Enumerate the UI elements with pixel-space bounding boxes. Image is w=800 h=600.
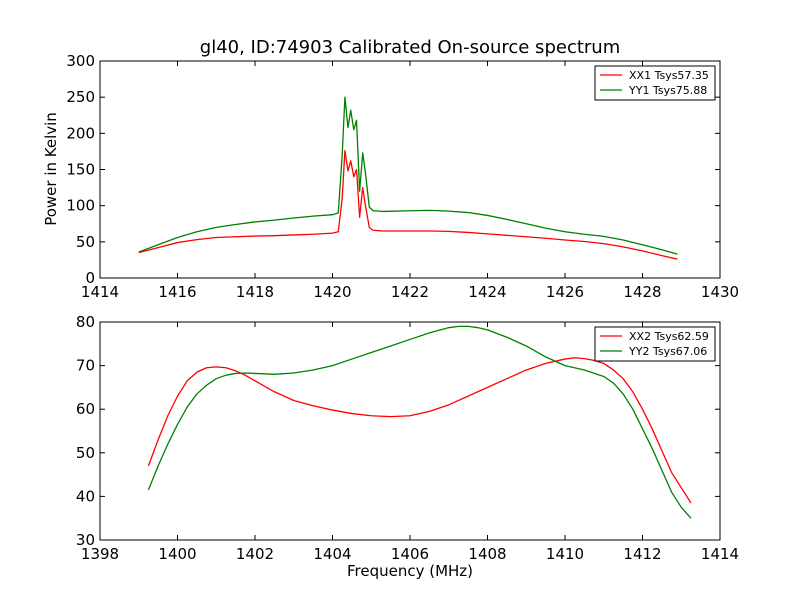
bottom-x-tick-label: 1406 — [391, 545, 429, 563]
bottom-x-tick-label: 1400 — [158, 545, 196, 563]
bottom-x-tick-label: 1414 — [701, 545, 739, 563]
bottom-legend-label-1: XX2 Tsys62.59 — [629, 330, 709, 343]
bottom-series-line-2 — [147, 325, 692, 519]
bottom-x-tick-label: 1408 — [468, 545, 506, 563]
bottom-x-tick-label: 1410 — [546, 545, 584, 563]
top-y-tick-label: 150 — [66, 161, 95, 179]
top-y-axis-label: Power in Kelvin — [42, 112, 60, 226]
top-series-line-2 — [138, 96, 678, 255]
bottom-x-tick-label: 1404 — [313, 545, 351, 563]
bottom-y-tick-label: 70 — [76, 357, 95, 375]
top-x-tick-label: 1430 — [701, 283, 739, 301]
top-y-tick-label: 100 — [66, 197, 95, 215]
bottom-y-tick-label: 30 — [76, 531, 95, 549]
bottom-x-tick-label: 1402 — [236, 545, 274, 563]
bottom-legend-box — [594, 326, 716, 362]
bottom-y-tick-label: 40 — [76, 487, 95, 505]
top-y-tick-label: 200 — [66, 124, 95, 142]
top-x-tick-label: 1416 — [158, 283, 196, 301]
bottom-y-tick-label: 50 — [76, 444, 95, 462]
bottom-x-tick-label: 1398 — [81, 545, 119, 563]
top-chart: 1414 1416 1418 1420 1422 1424 1426 1428 1430 0 50 1… — [42, 52, 739, 301]
bottom-series-line-1 — [147, 357, 692, 504]
top-plot-area: 1414 1416 1418 1420 1422 1424 1426 1428 1430 0 50 1… — [66, 52, 739, 301]
bottom-y-tick-label: 60 — [76, 400, 95, 418]
chart-title: gl40, ID:74903 Calibrated On-source spec… — [200, 37, 620, 58]
top-x-tick-label: 1428 — [623, 283, 661, 301]
bottom-x-axis-label: Frequency (MHz) — [347, 562, 473, 580]
top-series-line-1 — [138, 150, 678, 260]
top-x-tick-label: 1422 — [391, 283, 429, 301]
top-x-tick-label: 1420 — [313, 283, 351, 301]
top-x-tick-label: 1418 — [236, 283, 274, 301]
bottom-y-tick-label: 80 — [76, 313, 95, 331]
top-y-tick-label: 300 — [66, 52, 95, 70]
top-legend-label-1: XX1 Tsys57.35 — [629, 69, 709, 82]
top-legend: XX1 Tsys57.35 YY1 Tsys75.88 — [594, 65, 716, 101]
bottom-legend: XX2 Tsys62.59 YY2 Tsys67.06 — [594, 326, 716, 362]
bottom-plot-area: 1398 1400 1402 1404 1406 1408 1410 1412 1414 30 40… — [76, 313, 739, 563]
top-y-tick-label: 0 — [85, 269, 95, 287]
top-y-tick-label: 250 — [66, 88, 95, 106]
bottom-x-tick-label: 1412 — [623, 545, 661, 563]
top-legend-box — [594, 65, 716, 101]
top-legend-label-2: YY1 Tsys75.88 — [628, 84, 707, 97]
top-y-tick-label: 50 — [76, 233, 95, 251]
bottom-chart: 1398 1400 1402 1404 1406 1408 1410 1412 1414 30 40… — [76, 313, 739, 580]
top-x-tick-label: 1414 — [81, 283, 119, 301]
top-x-tick-label: 1426 — [546, 283, 584, 301]
bottom-legend-label-2: YY2 Tsys67.06 — [628, 345, 707, 358]
top-x-tick-label: 1424 — [468, 283, 506, 301]
